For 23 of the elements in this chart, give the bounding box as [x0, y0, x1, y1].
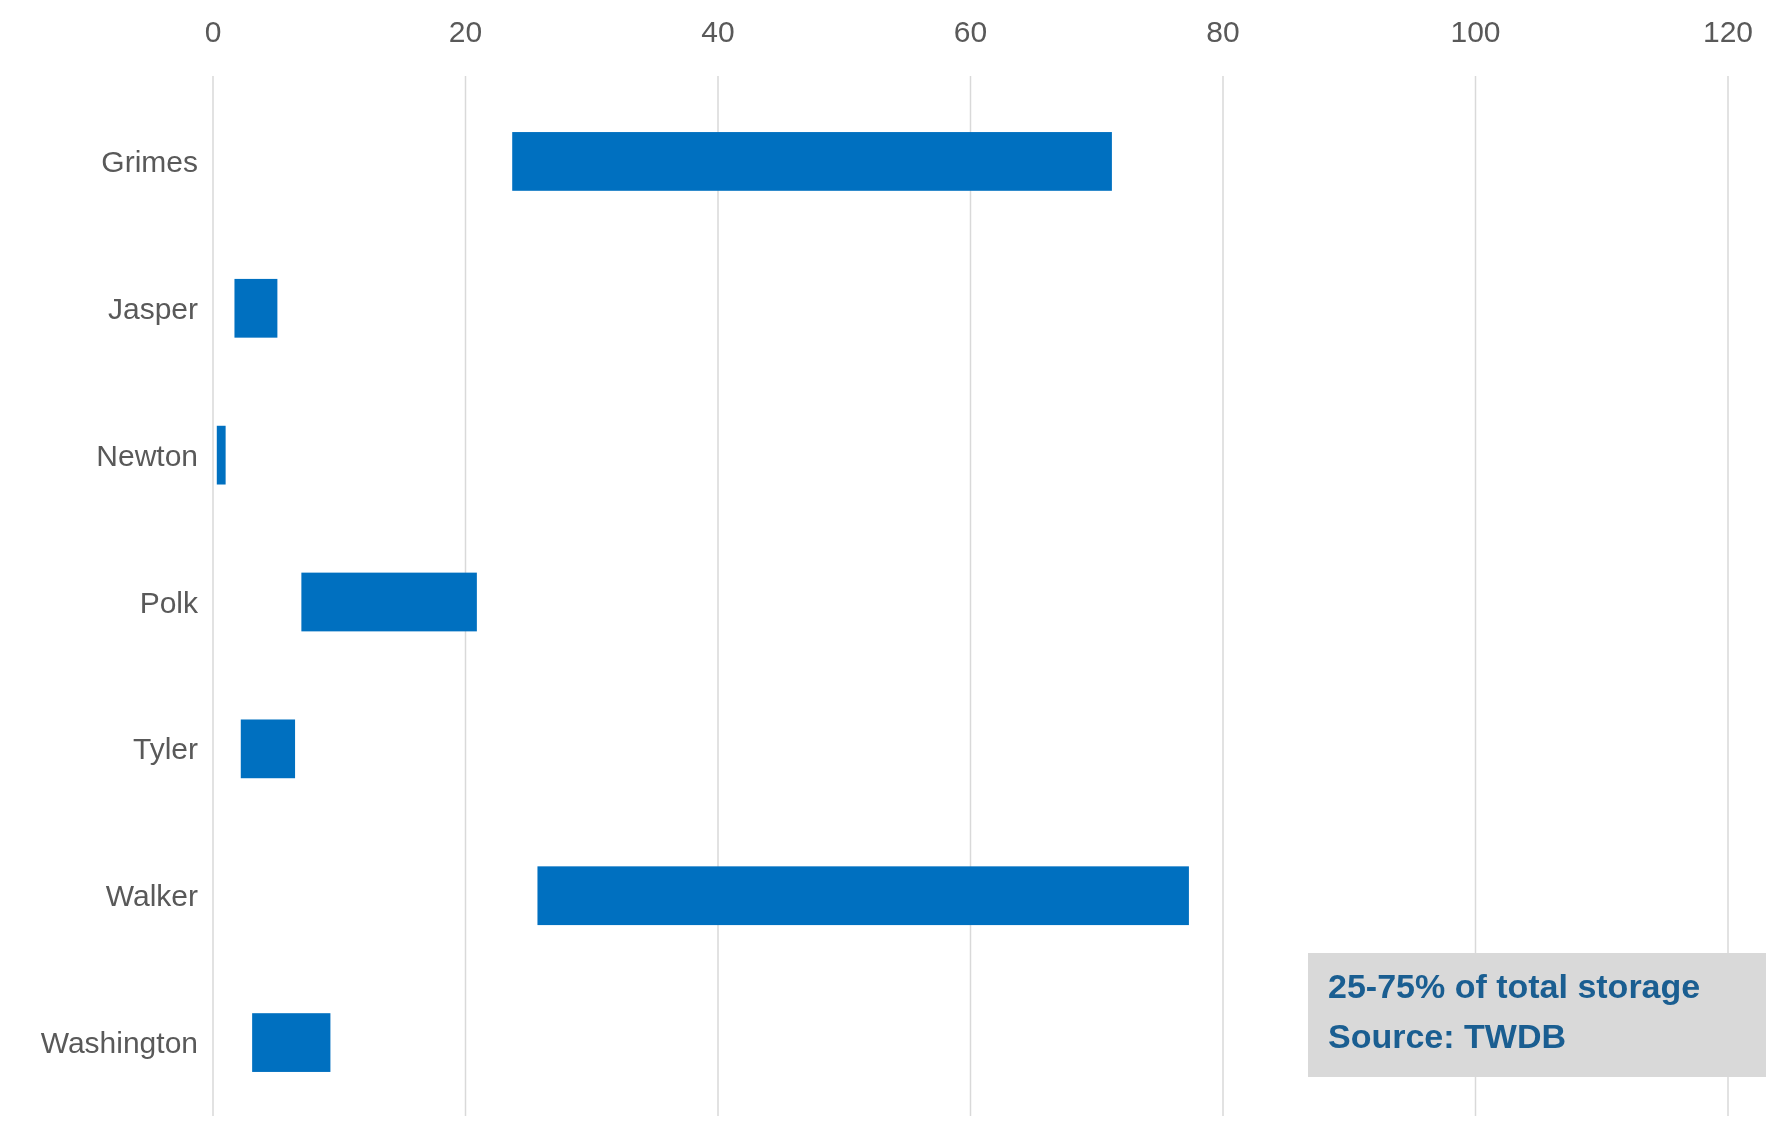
- x-tick-label: 120: [1702, 15, 1754, 48]
- y-tick-label: Tyler: [132, 732, 198, 766]
- annotation: 25-75% of total storage: [1328, 967, 1701, 1005]
- x-tick-label: 100: [1450, 15, 1501, 48]
- y-tick-label: Jasper: [107, 291, 199, 325]
- annotation: Source: TWDB: [1328, 1017, 1566, 1055]
- bar: [240, 719, 296, 779]
- x-tick-label: 20: [448, 15, 483, 48]
- y-tick-label: Polk: [139, 585, 199, 619]
- bar: [252, 1013, 331, 1072]
- y-tick-label: Washington: [40, 1026, 198, 1060]
- bar: [537, 866, 1189, 926]
- bar: [234, 278, 278, 338]
- bar: [216, 425, 226, 485]
- bar: [512, 132, 1112, 191]
- x-tick-label: 80: [1206, 15, 1240, 48]
- y-tick-label: Grimes: [101, 144, 198, 178]
- y-tick-label: Walker: [105, 879, 198, 913]
- x-tick-label: 0: [204, 15, 222, 48]
- bar: [301, 572, 477, 632]
- y-tick-label: Newton: [96, 438, 198, 472]
- x-tick-label: 40: [701, 15, 735, 48]
- x-tick-label: 60: [953, 15, 988, 48]
